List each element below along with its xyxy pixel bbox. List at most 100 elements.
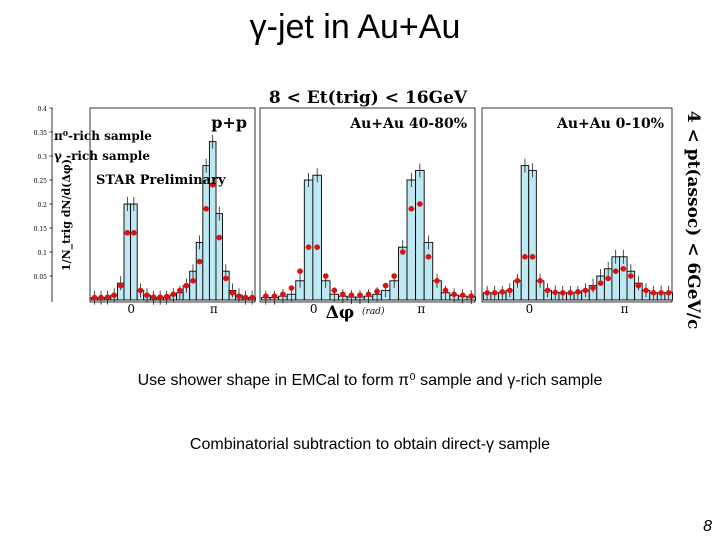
pi0-rich-bar <box>208 141 217 301</box>
panel-3: Au+Au 0-10% 0 π <box>481 107 673 316</box>
slide-title: γ-jet in Au+Au <box>249 8 461 46</box>
gamma-rich-point <box>425 253 432 260</box>
y-tick-label: 0.1 <box>37 250 47 257</box>
gamma-rich-point <box>552 289 559 296</box>
gamma-rich-point <box>280 291 286 298</box>
gamma-rich-point <box>263 293 269 299</box>
gamma-rich-point <box>216 234 223 241</box>
gamma-rich-point <box>529 253 536 260</box>
pi0-rich-bar <box>406 179 417 301</box>
pi0-rich-bar <box>423 241 434 301</box>
y-tick-label: 0.35 <box>34 130 48 137</box>
gamma-rich-point <box>223 275 229 282</box>
panel-frame <box>89 107 256 303</box>
gamma-rich-point <box>357 292 363 299</box>
gamma-rich-point <box>104 294 111 300</box>
x-tick-label: 0 <box>127 302 135 316</box>
gamma-rich-point <box>322 273 329 279</box>
pi0-rich-bar <box>195 241 204 301</box>
pi0-rich-bar <box>528 169 537 301</box>
gamma-rich-point <box>124 230 131 236</box>
side-label: 4 < pt(assoc) < 6GeV/c <box>683 111 703 330</box>
gamma-rich-point <box>331 287 338 294</box>
gamma-rich-point <box>620 266 627 272</box>
gamma-rich-point <box>507 287 513 294</box>
gamma-rich-point <box>442 287 449 294</box>
gamma-rich-point <box>514 278 521 284</box>
gamma-rich-point <box>575 289 581 295</box>
gamma-rich-point <box>288 285 295 291</box>
gamma-rich-point <box>305 244 312 250</box>
y-tick-label: 0.05 <box>34 274 48 281</box>
y-tick-label: 0.2 <box>37 202 47 209</box>
page-number: 8 <box>703 518 712 535</box>
x-tick-label: 0 <box>526 302 534 316</box>
gamma-rich-point <box>635 282 642 289</box>
pi0-rich-bar <box>303 179 314 301</box>
panel-label: Au+Au 40-80% <box>349 116 467 132</box>
gamma-rich-point <box>170 291 177 298</box>
gamma-rich-point <box>196 258 203 265</box>
panel-frame <box>259 107 476 303</box>
gamma-rich-point <box>91 294 98 301</box>
gamma-rich-point <box>491 290 498 296</box>
x-axis-label: Δφ <box>326 303 355 323</box>
gamma-rich-point <box>271 293 278 299</box>
gamma-rich-point <box>242 294 249 301</box>
gamma-rich-point <box>177 287 183 294</box>
x-tick-label: 0 <box>310 302 318 316</box>
gamma-rich-point <box>111 292 117 299</box>
legend-gamma-label: γ -rich sample <box>54 149 150 163</box>
gamma-rich-point <box>190 278 196 284</box>
gamma-rich-point <box>157 294 163 300</box>
panel-label: Au+Au 0-10% <box>556 116 664 132</box>
gamma-rich-point <box>459 292 466 299</box>
gamma-rich-point <box>391 273 398 279</box>
gamma-rich-point <box>117 282 124 289</box>
x-axis-unit: (rad) <box>362 306 385 317</box>
pi0-rich-bar <box>312 174 322 301</box>
gamma-rich-point <box>544 287 551 294</box>
gamma-rich-point <box>612 268 619 275</box>
gamma-rich-point <box>229 290 236 296</box>
pi0-rich-bar <box>415 169 425 301</box>
gamma-rich-point <box>559 290 566 296</box>
gamma-rich-point <box>522 253 528 260</box>
gamma-rich-point <box>650 290 657 296</box>
gamma-rich-point <box>365 291 372 298</box>
panel-label: p+p <box>211 113 247 132</box>
gamma-rich-point <box>150 294 157 300</box>
gamma-rich-point <box>183 282 190 289</box>
gamma-rich-point <box>408 206 415 212</box>
gamma-rich-point <box>628 273 634 279</box>
gamma-rich-point <box>249 294 255 301</box>
y-axis-label: 1/N_trig dN/d(Δφ) <box>60 159 74 271</box>
gamma-rich-point <box>98 294 104 301</box>
x-tick-label: π <box>417 302 425 316</box>
gamma-rich-point <box>658 290 664 296</box>
gamma-rich-point <box>567 290 574 296</box>
gamma-rich-point <box>163 293 170 300</box>
gamma-rich-point <box>236 293 242 299</box>
caption-combinatorial: Combinatorial subtraction to obtain dire… <box>189 436 551 453</box>
gamma-rich-point <box>451 291 457 298</box>
gamma-rich-point <box>382 282 389 289</box>
panel-1: p+p 0 π <box>89 107 256 316</box>
y-tick-label: 0.3 <box>37 154 47 161</box>
gamma-rich-point <box>340 291 346 298</box>
gamma-rich-point <box>597 280 604 287</box>
gamma-rich-point <box>590 285 596 291</box>
y-tick-label: 0.4 <box>37 106 47 113</box>
gamma-rich-point <box>605 275 611 282</box>
pi0-rich-bar <box>398 246 408 301</box>
gamma-rich-point <box>137 287 144 294</box>
gamma-rich-point <box>643 287 649 294</box>
y-tick-label: 0.25 <box>34 178 48 185</box>
chart-title: 8 < Et(trig) < 16GeV <box>269 88 468 108</box>
pi0-rich-bar <box>520 165 530 301</box>
gamma-rich-point <box>665 290 672 296</box>
pi0-rich-bar <box>215 213 224 301</box>
gamma-rich-point <box>468 293 475 299</box>
x-tick-label: π <box>210 302 218 316</box>
